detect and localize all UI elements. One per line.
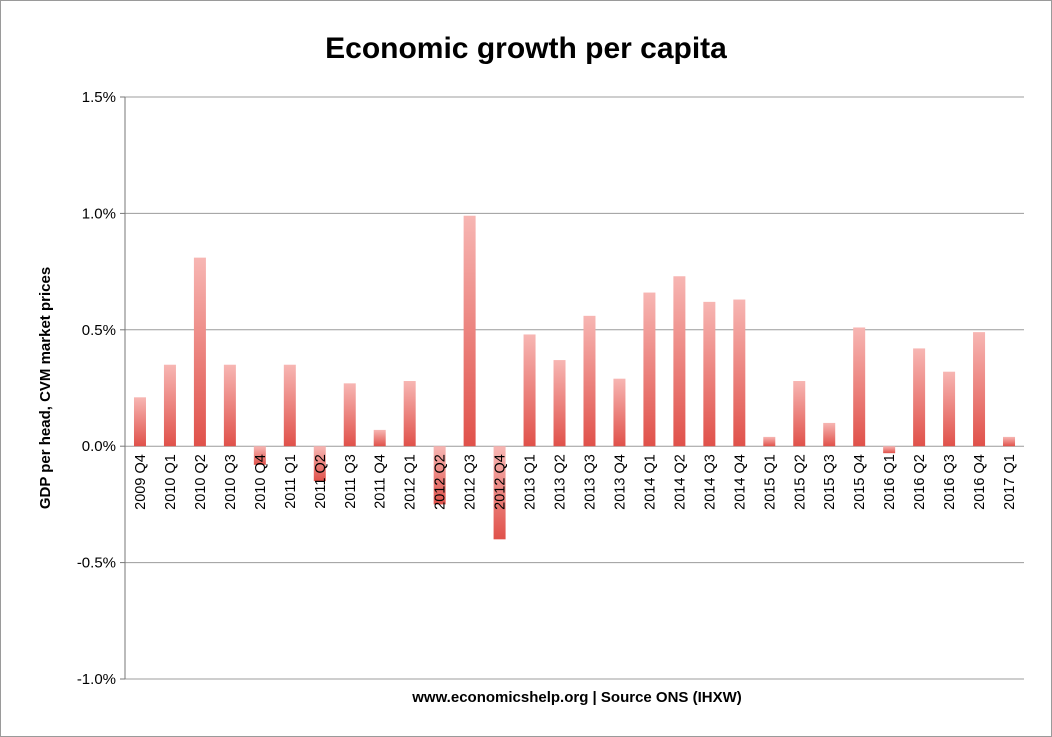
bar (193, 257, 206, 447)
bar (583, 315, 596, 447)
y-tick-label: -0.5% (77, 555, 116, 572)
bar (553, 360, 566, 447)
bar (1003, 436, 1016, 447)
y-axis-label: GDP per head, CVM market prices (37, 267, 54, 509)
x-tick-label: 2012 Q3 (463, 454, 479, 510)
x-tick-label: 2017 Q1 (1002, 454, 1018, 510)
x-tick-label: 2016 Q2 (912, 454, 928, 510)
bar (703, 301, 716, 447)
x-tick-label: 2015 Q3 (822, 454, 838, 510)
x-tick-label: 2015 Q1 (762, 454, 778, 510)
x-tick-label: 2014 Q2 (672, 454, 688, 510)
bar (673, 276, 686, 447)
x-tick-label: 2016 Q1 (882, 454, 898, 510)
x-tick-label: 2011 Q3 (343, 454, 359, 509)
bar (223, 364, 236, 447)
x-tick-label: 2015 Q4 (852, 454, 868, 510)
bar (343, 383, 356, 447)
y-tick-label: -1.0% (77, 671, 116, 688)
x-tick-label: 2013 Q3 (582, 454, 598, 510)
x-tick-label: 2009 Q4 (133, 454, 149, 510)
x-tick-label: 2012 Q4 (493, 454, 509, 510)
x-tick-label: 2013 Q4 (612, 454, 628, 510)
y-tick-label: 1.0% (82, 205, 116, 222)
y-tick-label: 0.5% (82, 322, 116, 339)
bars (133, 215, 1016, 540)
bar (133, 397, 146, 447)
bar (253, 446, 266, 465)
bar (313, 446, 326, 482)
bar (163, 364, 176, 447)
bar (823, 422, 836, 447)
y-tick-label: 0.0% (82, 438, 116, 455)
axis-ticks: -1.0% -0.5% 0.0% 0.5% 1.0% 1.5% 2009 Q4 2010 Q1… (77, 89, 1018, 688)
bar (403, 381, 416, 447)
bar (493, 446, 506, 540)
bar (643, 292, 656, 447)
x-tick-label: 2016 Q3 (942, 454, 958, 510)
x-tick-label: 2013 Q2 (553, 454, 569, 510)
bar (973, 332, 986, 447)
x-tick-label: 2013 Q1 (523, 454, 539, 510)
bar (793, 381, 806, 447)
x-tick-label: 2011 Q1 (283, 454, 299, 509)
x-tick-label: 2011 Q2 (313, 454, 329, 509)
x-tick-label: 2012 Q2 (433, 454, 449, 510)
bar (883, 446, 896, 454)
bar (613, 378, 626, 447)
bar (733, 299, 746, 447)
x-tick-label: 2016 Q4 (972, 454, 988, 510)
y-tick-label: 1.5% (82, 89, 116, 106)
bar (913, 348, 926, 447)
x-tick-label: 2015 Q2 (792, 454, 808, 510)
bar (433, 446, 446, 505)
x-tick-label: 2010 Q3 (223, 454, 239, 510)
x-tick-label: 2014 Q1 (642, 454, 658, 510)
x-tick-label: 2012 Q1 (403, 454, 419, 510)
x-tick-label: 2014 Q4 (732, 454, 748, 510)
x-tick-label: 2010 Q1 (163, 454, 179, 510)
x-tick-label: 2011 Q4 (373, 454, 389, 509)
bar (853, 327, 866, 447)
bar (943, 371, 956, 447)
bar (373, 429, 386, 447)
x-tick-label: 2010 Q2 (193, 454, 209, 510)
bar (763, 436, 776, 447)
chart-title: Economic growth per capita (325, 32, 727, 65)
bar (283, 364, 296, 447)
bar (463, 215, 476, 447)
bar (523, 334, 536, 447)
gridlines (120, 96, 1024, 680)
x-tick-label: 2010 Q4 (253, 454, 269, 510)
x-axis-label: www.economicshelp.org | Source ONS (IHXW… (411, 689, 742, 706)
x-tick-label: 2014 Q3 (702, 454, 718, 510)
